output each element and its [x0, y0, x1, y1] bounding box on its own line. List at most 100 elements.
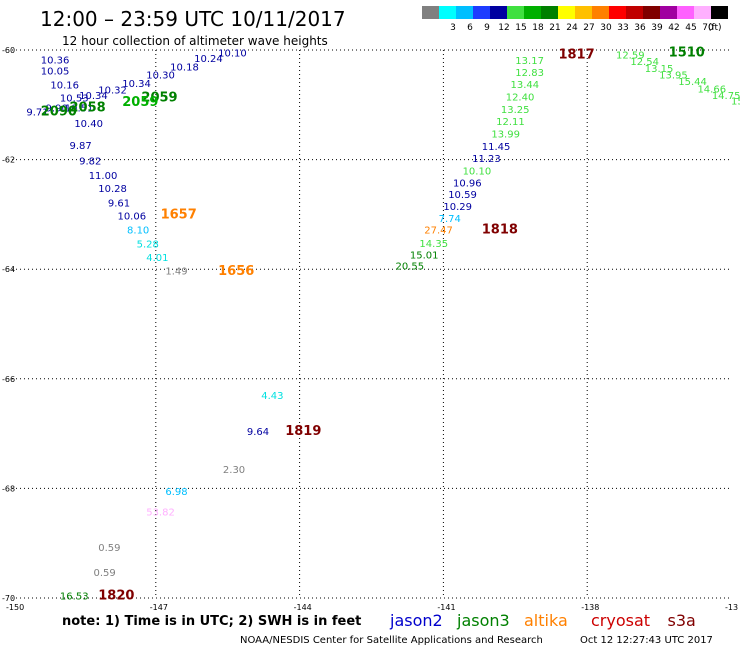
color-scale-tick: 45: [685, 23, 696, 33]
wave-height-label: 11.00: [89, 171, 118, 182]
wave-height-label: 9.87: [70, 141, 92, 152]
wave-height-label: 10.34: [79, 91, 108, 102]
data-points: 10.3610.0510.1610.5310.3410.3210.3410.30…: [26, 46, 740, 604]
plot-background: [12, 50, 731, 598]
wave-height-label: 10.06: [117, 211, 146, 222]
wave-height-label: 20.55: [395, 261, 424, 272]
time-label: 1656: [218, 264, 254, 279]
color-scale-swatch: [541, 6, 558, 19]
color-scale-swatch: [660, 6, 677, 19]
wave-height-label: 10.16: [50, 81, 79, 92]
grid-lines: [12, 49, 731, 599]
time-label: 1818: [482, 223, 518, 238]
wave-height-label: 12.40: [506, 93, 535, 104]
wave-height-label: 15.01: [410, 250, 439, 261]
wave-height-label: 14.35: [419, 239, 448, 250]
y-tick-label: -60: [2, 46, 15, 55]
color-scale-swatch: [677, 6, 694, 19]
wave-height-label: 9.61: [108, 198, 130, 209]
y-axis-ticks: -60 -62 -64 -66 -68 -70: [2, 46, 15, 603]
wave-height-label: 6.98: [165, 487, 187, 498]
satellite-legend-item: altika: [524, 611, 568, 630]
wave-height-label: 13.95: [659, 71, 688, 82]
footer-note: note: 1) Time is in UTC; 2) SWH is in fe…: [62, 614, 361, 629]
wave-height-label: 4.43: [261, 391, 283, 402]
time-label: 2058: [70, 101, 106, 116]
wave-height-label: 12.54: [630, 57, 659, 68]
y-tick-label: -66: [2, 375, 15, 384]
wave-height-label: 10.51: [65, 104, 94, 115]
wave-height-label: 10.30: [146, 71, 175, 82]
color-scale-tick: 70: [702, 23, 714, 33]
wave-height-label: 13.17: [515, 56, 544, 67]
y-tick-label: -70: [2, 594, 15, 603]
wave-height-label: 10.10: [463, 167, 492, 178]
wave-height-label: 10.53: [60, 94, 89, 105]
wave-height-label: 10.29: [443, 202, 472, 213]
wave-height-label: 12.83: [515, 68, 544, 79]
satellite-legend-item: jason3: [456, 611, 510, 630]
satellite-legend-item: s3a: [668, 611, 696, 630]
color-scale-swatch: [439, 6, 456, 19]
wave-height-label: 13.44: [511, 80, 540, 91]
wave-height-label: 10.32: [98, 85, 127, 96]
wave-height-label: 10.28: [98, 184, 127, 195]
time-label: 2090: [41, 104, 77, 119]
color-scale-tick: 18: [532, 23, 544, 33]
color-scale-swatch: [456, 6, 473, 19]
x-tick-label: -13: [725, 603, 738, 612]
time-label: 1820: [98, 588, 134, 603]
wave-height-label: 14.66: [697, 84, 726, 95]
color-scale-swatch: [490, 6, 507, 19]
wave-height-label: 10.10: [218, 49, 247, 60]
color-scale-tick: 30: [600, 23, 612, 33]
color-scale-tick: 21: [549, 23, 560, 33]
wave-height-label: 10.59: [448, 190, 477, 201]
color-scale-tick: 6: [467, 23, 473, 33]
wave-height-label: 15.44: [678, 77, 707, 88]
color-scale-tick: 24: [566, 23, 578, 33]
chart-title: 12:00 – 23:59 UTC 10/11/2017: [40, 7, 346, 31]
x-tick-label: -147: [150, 603, 168, 612]
wave-height-label: 0.59: [98, 543, 120, 554]
footer-credit: NOAA/NESDIS Center for Satellite Applica…: [240, 635, 543, 646]
wave-height-label: 12.11: [496, 117, 525, 128]
color-scale-tick: 12: [498, 23, 509, 33]
chart-subtitle: 12 hour collection of altimeter wave hei…: [62, 34, 328, 48]
wave-height-label: 14.75: [712, 91, 740, 102]
wave-height-label: 10.18: [170, 62, 199, 73]
wave-height-label: 10.24: [194, 54, 223, 65]
x-axis-ticks: -150 -147 -144 -141 -138 -13: [6, 603, 738, 612]
plot-area: -60-62-64-66-68-70 -150 -147 -144 -141 -138-…: [2, 46, 740, 612]
y-tick-label: -64: [2, 265, 15, 274]
time-label: 2059: [122, 95, 158, 110]
time-label: 1657: [161, 207, 197, 222]
color-scale-swatch: [422, 6, 439, 19]
wave-height-label: 11.45: [482, 142, 511, 153]
y-tick-label: -68: [2, 484, 15, 493]
wave-height-label: 9.90: [46, 104, 68, 115]
wave-height-label: 9.82: [79, 157, 101, 168]
wave-height-label: 1.49: [165, 266, 187, 277]
color-scale-swatch: [507, 6, 524, 19]
wave-height-label: 2.30: [223, 465, 245, 476]
wave-height-label: 10.34: [122, 79, 151, 90]
satellite-legend: jason2 jason3 altika cryosat s3a: [389, 611, 696, 630]
y-tick-label: -62: [2, 156, 15, 165]
color-scale-tick: 15: [515, 23, 526, 33]
wave-height-label: 4.01: [146, 253, 168, 264]
wave-height-label: 9.71: [26, 107, 48, 118]
wave-height-label: 53.82: [146, 507, 175, 518]
color-scale-tick: 42: [668, 23, 679, 33]
color-scale-swatch: [558, 6, 575, 19]
wave-height-label: 16.53: [60, 591, 89, 602]
color-scale-swatch: [626, 6, 643, 19]
color-scale-tick: 36: [634, 23, 646, 33]
wave-height-label: 13.15: [645, 64, 674, 75]
wave-height-label: 10.40: [74, 119, 103, 130]
x-tick-label: -144: [294, 603, 312, 612]
color-scale-swatch: [643, 6, 660, 19]
satellite-legend-item: cryosat: [591, 611, 650, 630]
